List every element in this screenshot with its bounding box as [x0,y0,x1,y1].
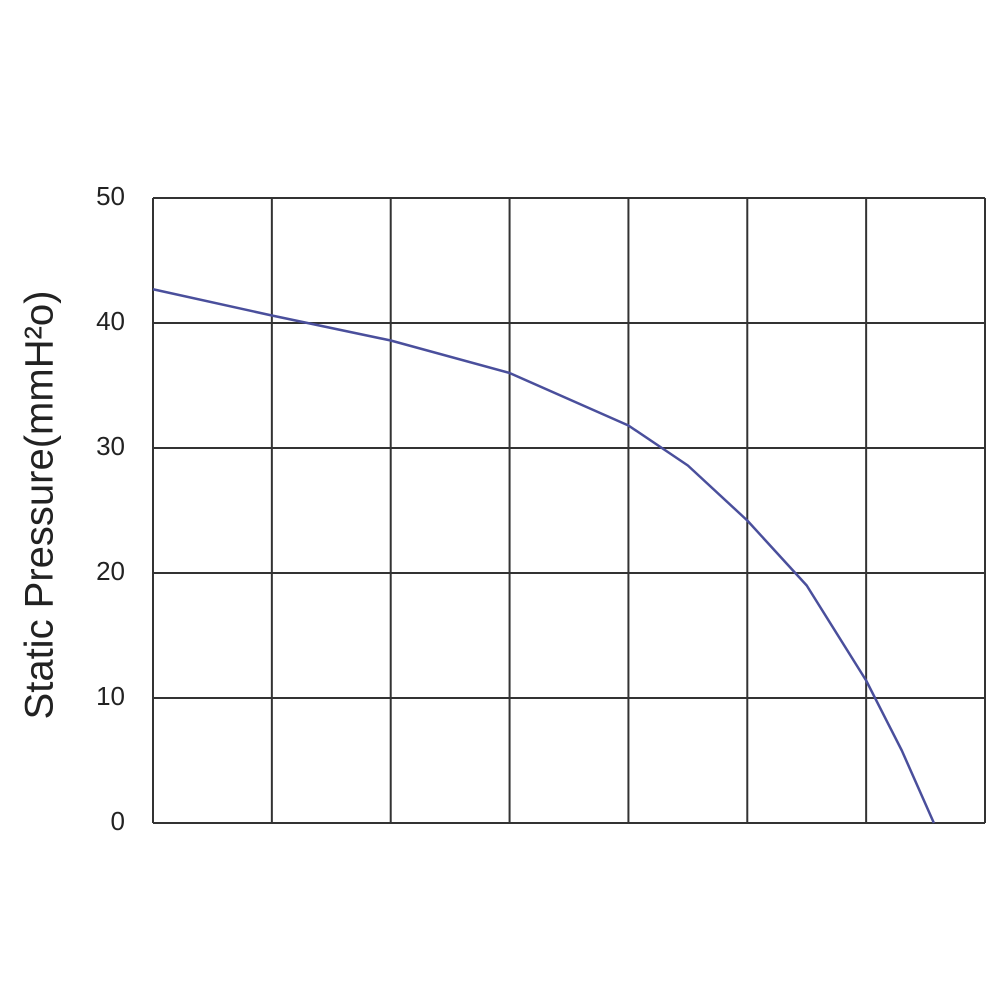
data-line [152,288,936,824]
y-tick-label: 20 [96,556,125,586]
y-axis-label: Static Pressure(mmH²o) [18,291,62,720]
y-tick-label: 50 [96,181,125,211]
y-tick-label: 40 [96,306,125,336]
y-tick-label: 30 [96,431,125,461]
y-tick-label: 0 [111,806,125,836]
y-tick-label: 10 [96,681,125,711]
